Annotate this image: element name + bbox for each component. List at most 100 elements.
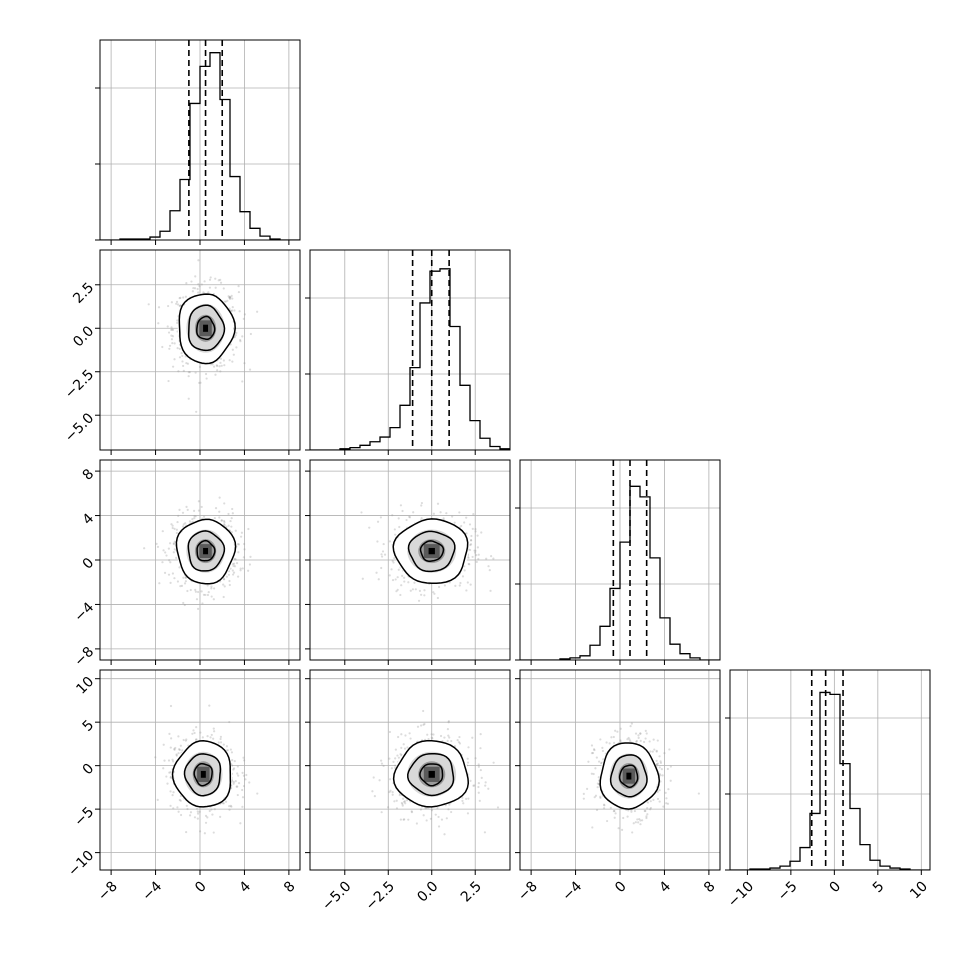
scatter-point-2-0-371 — [232, 571, 236, 574]
scatter-point-2-1-177 — [475, 560, 478, 564]
scatter-point-2-0-239 — [220, 519, 223, 522]
scatter-point-2-1-71 — [380, 566, 383, 570]
scatter-point-3-2-459 — [626, 815, 629, 818]
scatter-point-1-0-72 — [194, 275, 197, 278]
scatter-point-2-0-556 — [248, 563, 252, 566]
scatter-point-3-1-358 — [458, 735, 461, 739]
scatter-point-3-1-440 — [477, 791, 480, 794]
scatter-point-2-1-287 — [474, 551, 477, 554]
scatter-point-2-0-404 — [182, 601, 185, 605]
scatter-point-1-0-106 — [173, 358, 176, 361]
scatter-point-1-0-296 — [193, 287, 197, 290]
scatter-point-1-0-565 — [242, 317, 245, 321]
scatter-point-3-0-35 — [219, 815, 222, 818]
scatter-point-1-0-263 — [179, 296, 182, 299]
contour-1-0-0 — [196, 315, 216, 341]
scatter-point-2-1-88 — [411, 588, 415, 591]
scatter-point-3-0-197 — [248, 781, 251, 784]
scatter-point-1-0-308 — [208, 278, 212, 281]
scatter-point-3-2-256 — [649, 808, 652, 811]
scatter-point-3-2-548 — [627, 736, 630, 740]
scatter-point-3-2-373 — [644, 737, 647, 740]
scatter-point-2-1-7 — [465, 516, 468, 519]
xtick-label-2-0: −8 — [515, 878, 541, 904]
scatter-point-2-1-449 — [388, 540, 392, 543]
scatter-point-2-0-445 — [200, 590, 203, 593]
scatter-point-2-0-356 — [193, 517, 196, 520]
scatter-point-2-0-628 — [173, 540, 176, 543]
scatter-point-2-0-436 — [247, 569, 250, 572]
scatter-point-3-2-442 — [666, 767, 669, 771]
scatter-point-1-0-484 — [226, 299, 229, 302]
scatter-point-1-0-113 — [235, 331, 238, 335]
scatter-point-3-0-174 — [204, 821, 208, 824]
scatter-point-3-2-322 — [598, 760, 601, 763]
scatter-point-2-1-387 — [376, 540, 379, 543]
scatter-point-3-1-528 — [429, 817, 432, 820]
scatter-point-3-2-500 — [656, 739, 659, 742]
scatter-point-2-0-427 — [143, 547, 146, 550]
scatter-point-2-0-273 — [212, 598, 215, 601]
scatter-point-3-0-38 — [194, 738, 198, 741]
scatter-point-3-2-450 — [653, 748, 656, 751]
scatter-point-3-1-467 — [424, 807, 427, 810]
scatter-point-3-1-284 — [422, 723, 425, 726]
scatter-point-1-0-279 — [175, 300, 179, 304]
scatter-point-3-2-40 — [697, 792, 700, 795]
scatter-point-1-0-98 — [185, 282, 188, 285]
scatter-point-3-2-641 — [600, 762, 603, 765]
scatter-point-2-0-33 — [156, 545, 160, 548]
scatter-point-2-1-137 — [469, 583, 472, 586]
scatter-point-3-0-355 — [226, 749, 229, 752]
scatter-point-2-1-372 — [392, 561, 395, 564]
scatter-point-2-0-37 — [213, 517, 216, 520]
scatter-point-3-2-409 — [612, 741, 616, 744]
scatter-point-2-0-414 — [181, 525, 185, 528]
scatter-point-1-0-312 — [214, 286, 217, 289]
pair-content-3-2 — [520, 670, 720, 870]
scatter-point-3-0-349 — [172, 760, 175, 763]
scatter-point-1-0-555 — [231, 348, 234, 351]
density-peak-1-0 — [203, 324, 209, 332]
scatter-point-3-2-229 — [655, 750, 658, 753]
ytick-label-3-2: 0 — [80, 761, 98, 779]
scatter-point-3-0-179 — [168, 771, 171, 774]
scatter-point-2-1-125 — [397, 517, 400, 520]
scatter-point-2-1-497 — [391, 578, 395, 582]
xtick-label-1-3: 2.5 — [458, 878, 485, 905]
contour-3-2-0 — [618, 764, 639, 788]
scatter-point-3-2-567 — [662, 805, 665, 808]
scatter-point-2-1-507 — [403, 580, 406, 583]
scatter-point-3-0-75 — [232, 767, 236, 770]
scatter-point-2-1-197 — [381, 550, 385, 553]
density-peak-3-0 — [200, 770, 206, 778]
scatter-point-3-2-225 — [645, 815, 648, 818]
scatter-point-3-2-517 — [668, 748, 671, 751]
scatter-point-2-0-609 — [197, 500, 200, 503]
scatter-point-3-0-402 — [241, 805, 244, 808]
scatter-point-2-0-476 — [175, 528, 178, 531]
scatter-point-1-0-184 — [187, 371, 190, 374]
scatter-point-3-1-449 — [439, 734, 443, 738]
scatter-point-3-1-474 — [372, 776, 375, 779]
scatter-point-3-2-355 — [636, 818, 639, 821]
scatter-point-3-0-117 — [210, 808, 213, 811]
contour-2-1-2 — [392, 518, 469, 585]
scatter-point-1-0-194 — [217, 279, 220, 282]
scatter-point-3-2-555 — [629, 739, 632, 743]
scatter-point-1-0-561 — [214, 373, 217, 376]
xtick-label-1-0: −5.0 — [319, 878, 354, 913]
scatter-point-2-1-428 — [407, 581, 410, 584]
contour-3-0-0 — [193, 762, 213, 787]
scatter-point-2-0-262 — [225, 575, 228, 578]
scatter-point-3-1-604 — [397, 756, 401, 759]
scatter-point-3-2-483 — [652, 798, 655, 801]
scatter-point-3-1-277 — [394, 757, 397, 760]
scatter-point-1-0-38 — [184, 295, 187, 298]
scatter-point-3-0-399 — [169, 776, 172, 779]
scatter-point-2-0-301 — [179, 585, 182, 588]
scatter-point-3-0-37 — [236, 793, 239, 797]
scatter-point-2-1-499 — [398, 525, 401, 529]
scatter-point-2-1-174 — [433, 592, 436, 595]
scatter-point-2-1-198 — [413, 581, 416, 584]
